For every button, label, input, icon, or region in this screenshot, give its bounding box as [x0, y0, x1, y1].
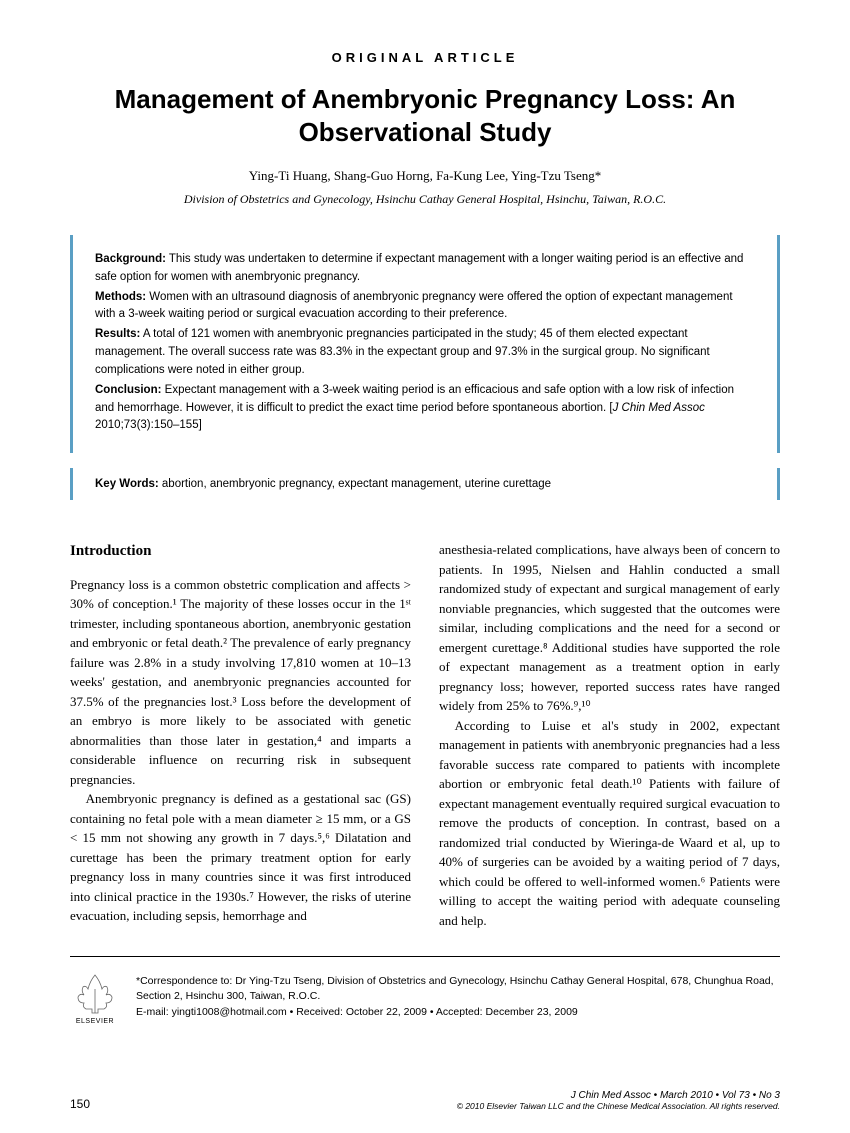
footer-divider — [70, 956, 780, 957]
citation-journal: J Chin Med Assoc — [613, 402, 705, 414]
intro-paragraph-3: anesthesia-related complications, have a… — [439, 540, 780, 716]
intro-heading: Introduction — [70, 540, 411, 563]
abstract-methods: Methods: Women with an ultrasound diagno… — [95, 289, 755, 325]
affiliation: Division of Obstetrics and Gynecology, H… — [70, 192, 780, 207]
elsevier-logo: ELSEVIER — [70, 967, 120, 1027]
keywords-box: Key Words: abortion, anembryonic pregnan… — [70, 468, 780, 500]
correspondence-address: *Correspondence to: Dr Ying-Tzu Tseng, D… — [136, 974, 780, 1006]
authors-list: Ying-Ti Huang, Shang-Guo Horng, Fa-Kung … — [70, 168, 780, 184]
intro-paragraph-1: Pregnancy loss is a common obstetric com… — [70, 575, 411, 790]
abstract-background: Background: This study was undertaken to… — [95, 251, 755, 287]
right-column: anesthesia-related complications, have a… — [439, 540, 780, 930]
correspondence-block: ELSEVIER *Correspondence to: Dr Ying-Tzu… — [70, 967, 780, 1027]
keywords-text: abortion, anembryonic pregnancy, expecta… — [159, 478, 551, 490]
results-text: A total of 121 women with anembryonic pr… — [95, 328, 710, 376]
conclusion-label: Conclusion: — [95, 384, 161, 396]
page-footer: 150 J Chin Med Assoc • March 2010 • Vol … — [70, 1090, 780, 1111]
citation-detail: 2010;73(3):150–155] — [95, 419, 202, 431]
journal-reference: J Chin Med Assoc • March 2010 • Vol 73 •… — [457, 1090, 780, 1101]
article-type-label: ORIGINAL ARTICLE — [70, 50, 780, 65]
intro-paragraph-2: Anembryonic pregnancy is defined as a ge… — [70, 789, 411, 926]
journal-footer: J Chin Med Assoc • March 2010 • Vol 73 •… — [457, 1090, 780, 1111]
abstract-results: Results: A total of 121 women with anemb… — [95, 326, 755, 379]
body-columns: Introduction Pregnancy loss is a common … — [70, 540, 780, 930]
abstract-conclusion: Conclusion: Expectant management with a … — [95, 382, 755, 435]
article-title: Management of Anembryonic Pregnancy Loss… — [70, 83, 780, 148]
methods-text: Women with an ultrasound diagnosis of an… — [95, 291, 733, 321]
intro-paragraph-4: According to Luise et al's study in 2002… — [439, 716, 780, 931]
elsevier-text: ELSEVIER — [76, 1017, 114, 1028]
abstract-box: Background: This study was undertaken to… — [70, 235, 780, 453]
background-label: Background: — [95, 253, 166, 265]
left-column: Introduction Pregnancy loss is a common … — [70, 540, 411, 930]
correspondence-dates: E-mail: yingti1008@hotmail.com • Receive… — [136, 1005, 780, 1021]
elsevier-tree-icon — [70, 971, 120, 1017]
keywords-label: Key Words: — [95, 478, 159, 490]
methods-label: Methods: — [95, 291, 146, 303]
page-number: 150 — [70, 1097, 90, 1111]
background-text: This study was undertaken to determine i… — [95, 253, 743, 283]
copyright-text: © 2010 Elsevier Taiwan LLC and the Chine… — [457, 1101, 780, 1111]
results-label: Results: — [95, 328, 140, 340]
correspondence-text: *Correspondence to: Dr Ying-Tzu Tseng, D… — [136, 974, 780, 1021]
